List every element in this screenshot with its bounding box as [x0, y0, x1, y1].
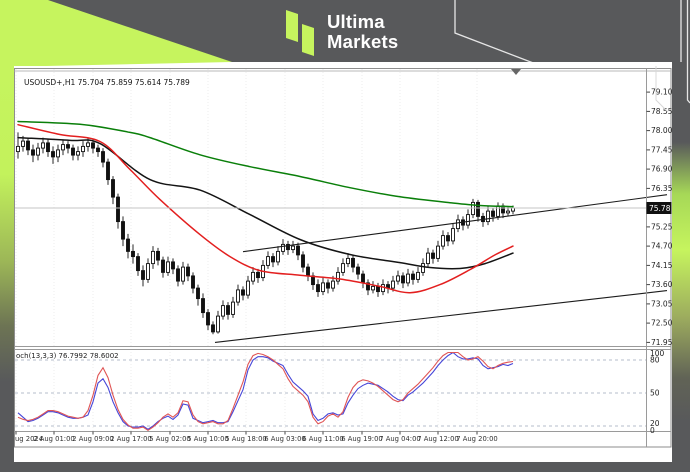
brand-line2: Markets: [327, 31, 399, 52]
brand-name: Ultima Markets: [327, 12, 398, 52]
svg-text:7 Aug 12:00: 7 Aug 12:00: [417, 435, 459, 443]
svg-text:50: 50: [650, 389, 660, 398]
chart-window[interactable]: 79.10 78.55 78.00 77.45 76.90 76.35 75.25 74.70…: [14, 68, 672, 448]
svg-text:72.50: 72.50: [651, 319, 672, 328]
svg-text:76.35: 76.35: [651, 184, 672, 193]
trendline-upper[interactable]: [242, 194, 668, 253]
svg-text:20: 20: [650, 419, 660, 428]
svg-text:75.78: 75.78: [649, 204, 671, 213]
svg-text:7 Aug 20:00: 7 Aug 20:00: [456, 435, 498, 443]
ma-black-line: [17, 136, 514, 270]
brand-logo-mark: [286, 10, 314, 56]
svg-text:78.00: 78.00: [651, 126, 672, 135]
svg-text:6 Aug 11:00: 6 Aug 11:00: [302, 435, 344, 443]
svg-text:78.55: 78.55: [651, 107, 672, 116]
svg-text:80: 80: [650, 356, 660, 365]
stoch-K-line: [17, 351, 514, 430]
svg-text:5 Aug 18:00: 5 Aug 18:00: [225, 435, 267, 443]
window-frame: [14, 68, 672, 448]
shift-marker-icon: [511, 69, 521, 75]
svg-text:5 Aug 02:00: 5 Aug 02:00: [149, 435, 191, 443]
svg-text:2 Aug 17:00: 2 Aug 17:00: [110, 435, 152, 443]
svg-text:74.15: 74.15: [651, 261, 672, 270]
svg-text:74.70: 74.70: [651, 242, 672, 251]
ma-green-line: [17, 120, 514, 208]
stoch-D-line: [17, 351, 514, 432]
svg-text:73.05: 73.05: [651, 299, 672, 308]
current-price-box: 75.78: [646, 202, 672, 214]
svg-text:79.10: 79.10: [651, 88, 672, 97]
bottom-accent-bar: [0, 462, 690, 472]
svg-text:6 Aug 19:00: 6 Aug 19:00: [341, 435, 383, 443]
trendline-lower[interactable]: [214, 290, 668, 343]
svg-text:7 Aug 04:00: 7 Aug 04:00: [379, 435, 421, 443]
ma-red-line: [17, 123, 514, 294]
left-accent-strip: [0, 62, 14, 462]
bearish-candles: [26, 140, 505, 333]
svg-text:100: 100: [650, 349, 665, 358]
svg-text:71.95: 71.95: [651, 338, 672, 347]
stochastic-label: och(13,3,3) 76.7992 78.6002: [16, 352, 119, 360]
svg-text:ug 2024: ug 2024: [15, 435, 43, 443]
svg-text:5 Aug 10:00: 5 Aug 10:00: [187, 435, 229, 443]
svg-text:2 Aug 01:00: 2 Aug 01:00: [33, 435, 75, 443]
bullish-candles: [16, 140, 515, 333]
svg-text:0: 0: [650, 426, 655, 435]
right-accent-strip: [672, 62, 690, 462]
brand-logo: Ultima Markets: [284, 8, 398, 58]
brand-line1: Ultima: [327, 11, 385, 32]
svg-text:73.60: 73.60: [651, 280, 672, 289]
svg-text:75.25: 75.25: [651, 222, 672, 231]
svg-text:2 Aug 09:00: 2 Aug 09:00: [72, 435, 114, 443]
chart-header: USOUSD+,H1 75.704 75.859 75.614 75.789: [24, 78, 190, 87]
svg-text:77.45: 77.45: [651, 145, 672, 154]
svg-text:6 Aug 03:00: 6 Aug 03:00: [264, 435, 306, 443]
svg-text:76.90: 76.90: [651, 165, 672, 174]
